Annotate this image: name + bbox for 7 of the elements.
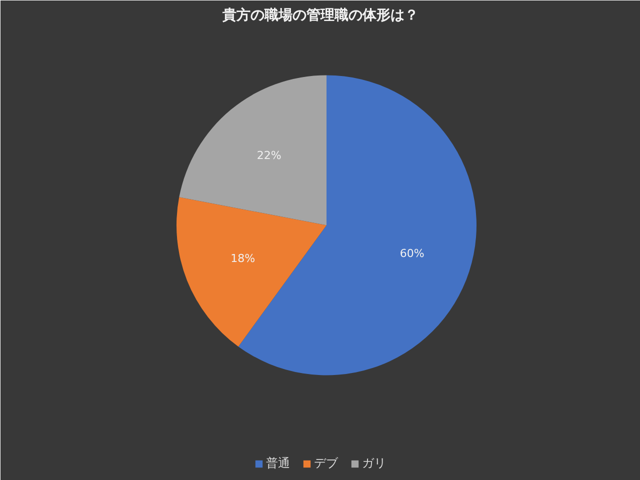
data-label: 22% — [256, 148, 282, 162]
chart-title: 貴方の職場の管理職の体形は？ — [222, 6, 418, 24]
legend-label: ガリ — [362, 455, 386, 472]
data-label: 60% — [400, 246, 424, 260]
legend-label: 普通 — [266, 455, 290, 472]
legend-label: デブ — [314, 455, 338, 472]
data-label: 18% — [230, 252, 256, 266]
